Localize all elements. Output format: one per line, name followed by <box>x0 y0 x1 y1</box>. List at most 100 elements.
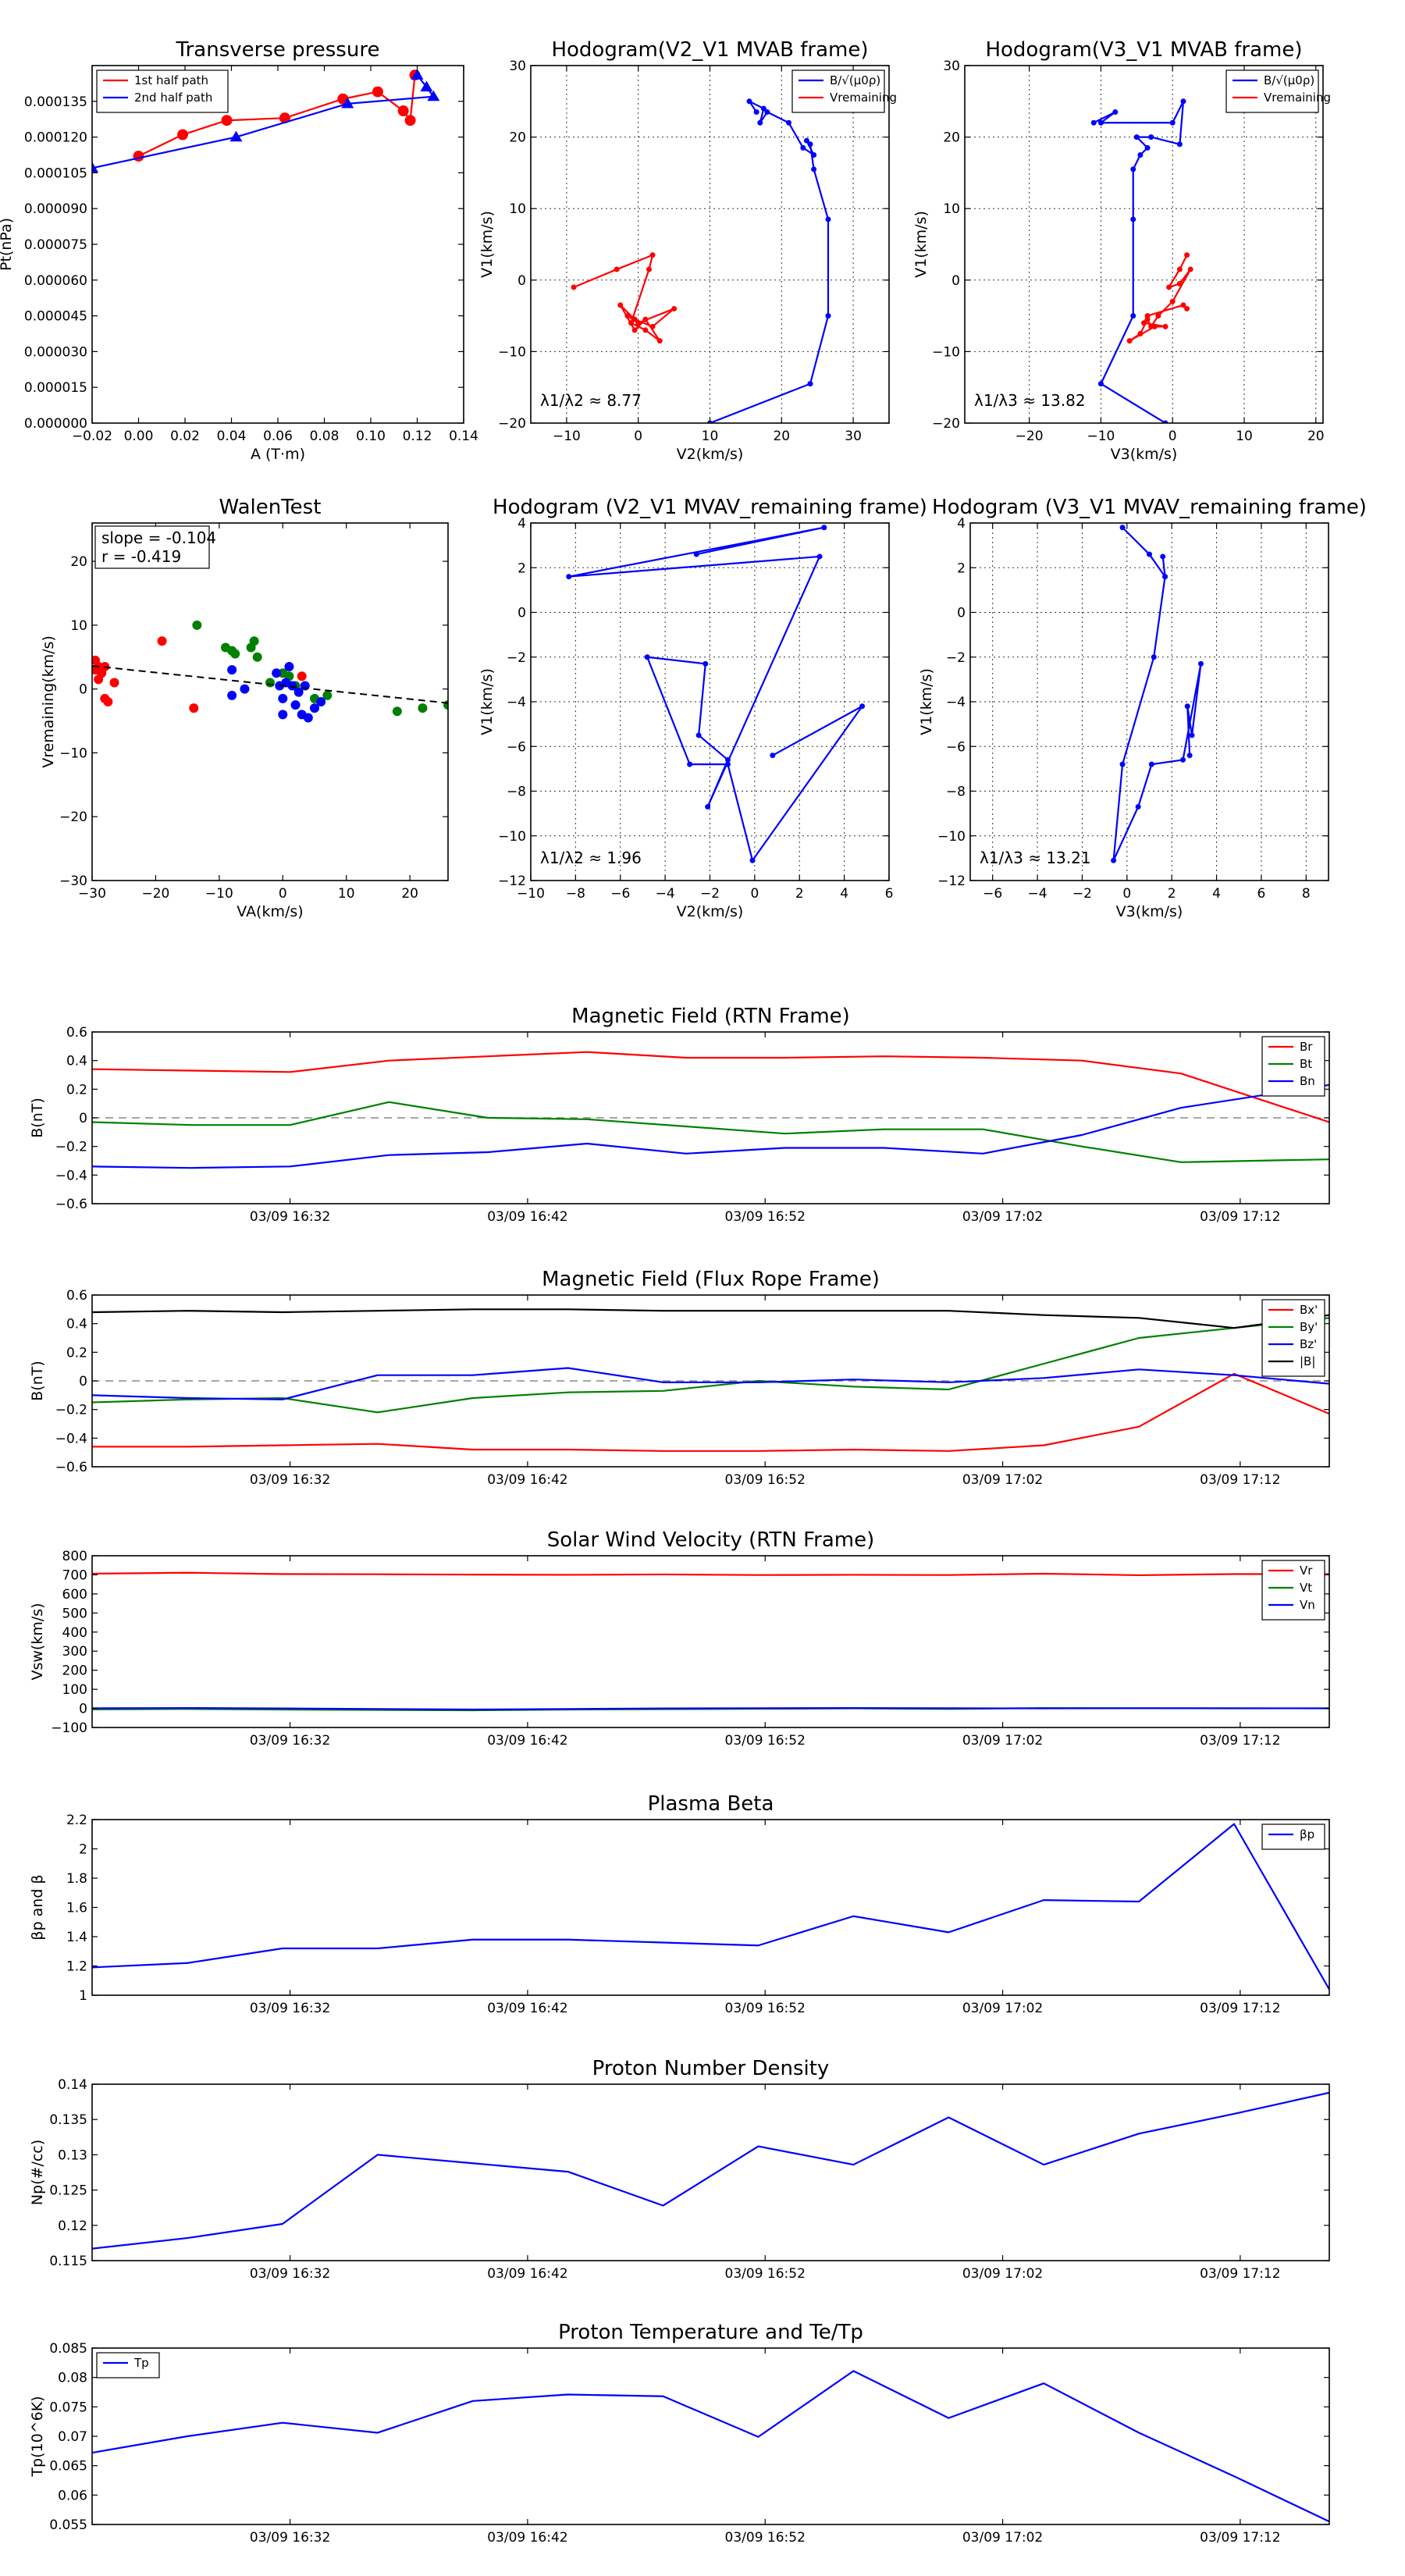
y-tick-label: 0.000045 <box>24 309 87 325</box>
x-tick-label: 03/09 17:12 <box>1200 1209 1280 1225</box>
scatter-point <box>284 662 294 672</box>
x-tick-label: 03/09 16:52 <box>725 1472 806 1488</box>
scatter-point <box>322 690 333 700</box>
y-tick-label: 0 <box>518 273 526 289</box>
x-tick-label: −6 <box>983 886 1002 902</box>
scatter-point <box>290 700 301 710</box>
y-tick-label: 20 <box>509 130 526 146</box>
series-line <box>573 254 675 342</box>
data-marker <box>1137 152 1144 158</box>
chart-h2: Hodogram(V3_V1 MVAB frame) −20 −10 0 10 20 −20… <box>912 38 1331 463</box>
legend-label: Bx' <box>1300 1303 1318 1317</box>
legend-label: B/√(μ0ρ) <box>830 73 880 87</box>
y-tick-label: −30 <box>59 873 87 889</box>
y-tick-label: −20 <box>932 416 960 432</box>
data-marker <box>1133 134 1140 141</box>
y-axis-label: V1(km/s) <box>912 211 930 278</box>
y-tick-label: 0.075 <box>49 2400 87 2415</box>
x-tick-label: 8 <box>1302 886 1311 902</box>
data-marker <box>816 553 823 560</box>
y-tick-label: 1.2 <box>66 1959 87 1975</box>
y-tick-label: −0.6 <box>55 1197 87 1212</box>
data-marker <box>1162 323 1168 329</box>
y-tick-label: 10 <box>70 618 87 634</box>
data-marker <box>1180 756 1186 763</box>
data-marker <box>642 327 649 333</box>
axes-frame <box>91 2347 1330 2525</box>
y-tick-label: −10 <box>498 344 526 360</box>
data-marker <box>753 109 759 116</box>
data-marker <box>1144 313 1151 319</box>
x-tick-label: 0.10 <box>356 429 386 444</box>
data-marker <box>825 216 831 222</box>
x-axis-label: V2(km/s) <box>677 446 744 463</box>
data-marker <box>693 551 699 557</box>
data-marker <box>746 98 752 105</box>
legend-label: Bn <box>1300 1074 1315 1088</box>
y-tick-label: 0.085 <box>49 2341 87 2357</box>
data-marker <box>646 266 652 272</box>
series-line <box>92 1308 1329 1329</box>
series-line <box>92 2091 1329 2250</box>
y-axis-label: V1(km/s) <box>918 668 935 735</box>
annotation-text: λ1/λ2 ≈ 8.77 <box>540 391 642 410</box>
x-tick-label: −10 <box>1087 429 1115 444</box>
y-tick-label: −0.4 <box>55 1168 87 1183</box>
x-tick-label: 03/09 17:12 <box>1200 1472 1280 1488</box>
y-tick-label: 4 <box>518 516 526 532</box>
data-marker <box>1137 331 1144 336</box>
data-marker <box>1090 119 1097 126</box>
y-tick-label: 0.055 <box>49 2517 87 2533</box>
x-tick-label: 0 <box>634 429 642 444</box>
y-tick-label: 0.065 <box>49 2459 87 2475</box>
y-tick-label: 0.6 <box>66 1288 87 1304</box>
legend-label: Vremaining <box>1264 91 1331 105</box>
x-tick-label: −30 <box>78 886 106 902</box>
annotation-text: λ1/λ3 ≈ 13.21 <box>980 849 1091 867</box>
legend-label: Vt <box>1300 1581 1312 1595</box>
y-tick-label: 0.000075 <box>24 237 87 253</box>
data-marker <box>1186 753 1193 759</box>
scatter-point <box>230 649 240 659</box>
legend-label: 2nd half path <box>134 91 212 105</box>
series-line <box>92 1317 1329 1414</box>
x-tick-label: 03/09 16:32 <box>250 1733 330 1749</box>
data-marker <box>420 80 433 92</box>
data-marker <box>785 119 791 126</box>
y-axis-label: Vsw(km/s) <box>29 1603 46 1680</box>
chart-title: Hodogram (V3_V1 MVAV_remaining frame) <box>932 496 1367 519</box>
data-marker <box>807 381 813 387</box>
x-tick-label: 6 <box>885 886 894 902</box>
data-marker <box>1135 804 1141 810</box>
legend-label: 1st half path <box>134 73 208 87</box>
axes-frame <box>91 522 449 881</box>
x-tick-label: 03/09 16:32 <box>250 1472 330 1488</box>
x-tick-label: 0.00 <box>124 429 154 444</box>
y-tick-label: −0.2 <box>55 1140 87 1155</box>
legend-label: B/√(μ0ρ) <box>1264 73 1314 87</box>
chart-title: Hodogram(V2_V1 MVAB frame) <box>551 38 868 62</box>
y-tick-label: 2 <box>79 1842 87 1858</box>
data-marker <box>221 115 233 126</box>
y-tick-label: 0 <box>951 273 960 289</box>
x-tick-label: 4 <box>1212 886 1221 902</box>
y-tick-label: −8 <box>507 785 526 800</box>
data-marker <box>649 323 656 329</box>
y-tick-label: 2.2 <box>66 1813 87 1828</box>
y-tick-label: −6 <box>507 739 526 755</box>
fit-line <box>92 665 448 704</box>
x-axis-label: V2(km/s) <box>677 903 744 920</box>
y-tick-label: 0.6 <box>66 1025 87 1041</box>
data-marker <box>1151 654 1157 660</box>
y-tick-label: 0.000120 <box>24 130 87 146</box>
legend-label: Vremaining <box>830 91 897 105</box>
scatter-point <box>278 710 288 720</box>
chart-title: WalenTest <box>219 496 322 519</box>
data-marker <box>1126 338 1133 344</box>
data-marker <box>807 141 813 148</box>
series-line <box>710 100 830 423</box>
y-tick-label: 20 <box>943 130 960 146</box>
x-tick-label: 0 <box>1122 886 1131 902</box>
y-tick-label: 800 <box>62 1549 87 1564</box>
